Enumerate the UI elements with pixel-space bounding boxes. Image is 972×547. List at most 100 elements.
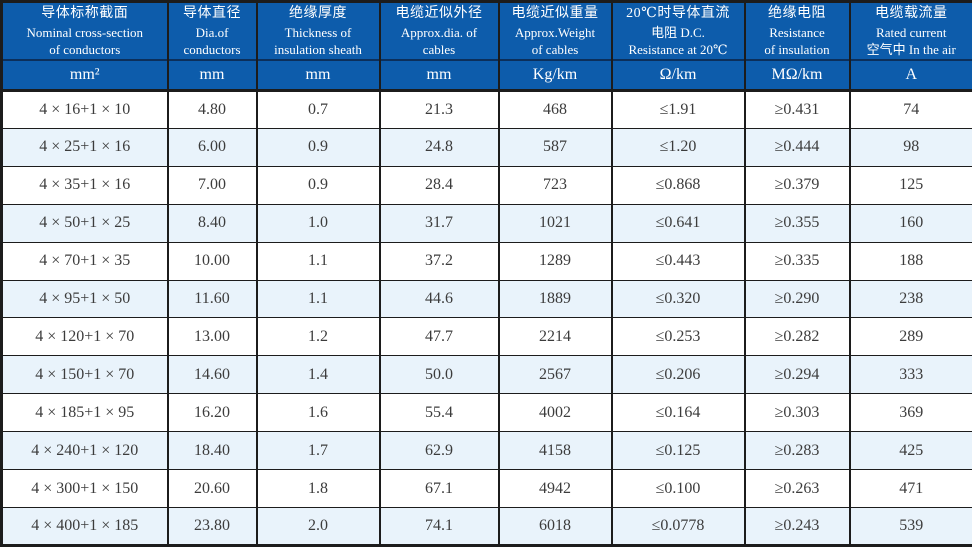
data-cell: ≥0.431: [743, 90, 851, 129]
data-cell: ≤1.20: [610, 127, 746, 167]
data-cell: 7.00: [166, 165, 258, 205]
data-cell: 587: [497, 127, 613, 167]
data-cell: 67.1: [378, 469, 500, 508]
data-cell: ≤0.641: [610, 203, 746, 243]
column-header-chinese: 绝缘厚度: [289, 6, 347, 22]
column-header-chinese: 电缆近似外径: [395, 6, 483, 22]
data-cell: 0.7: [255, 90, 381, 129]
data-cell: 1889: [497, 279, 613, 318]
table-row: 4 × 300+1 × 150 20.60 1.8 67.1 4942 ≤0.1…: [0, 469, 972, 508]
data-cell: 0.9: [255, 127, 381, 167]
data-cell: 0.9: [255, 165, 381, 205]
table-row: 4 × 25+1 × 16 6.00 0.9 24.8 587 ≤1.20 ≥0…: [0, 127, 972, 167]
data-cell: 4 × 240+1 × 120: [0, 431, 169, 470]
table-row: 4 × 95+1 × 50 11.60 1.1 44.6 1889 ≤0.320…: [0, 279, 972, 318]
column-header: 电缆载流量 Rated current 空气中 In the air: [848, 1, 972, 60]
data-cell: 21.3: [378, 90, 500, 129]
data-cell: 98: [848, 127, 972, 167]
table-row: 4 × 35+1 × 16 7.00 0.9 28.4 723 ≤0.868 ≥…: [0, 165, 972, 205]
column-header-english-line1: Resistance: [769, 24, 825, 40]
data-cell: ≥0.294: [743, 355, 851, 394]
data-cell: 8.40: [166, 203, 258, 243]
data-cell: 24.8: [378, 127, 500, 167]
table-row: 4 × 240+1 × 120 18.40 1.7 62.9 4158 ≤0.1…: [0, 431, 972, 470]
data-cell: 18.40: [166, 431, 258, 470]
unit-row: mm² mm mm mm Kg/km Ω/km MΩ/km A: [0, 58, 972, 92]
unit-cell: Kg/km: [497, 58, 613, 92]
data-cell: 13.00: [166, 317, 258, 356]
data-cell: 37.2: [378, 241, 500, 281]
data-cell: ≥0.379: [743, 165, 851, 205]
data-cell: 471: [848, 469, 972, 508]
data-cell: 47.7: [378, 317, 500, 356]
data-cell: 11.60: [166, 279, 258, 318]
data-cell: 74: [848, 90, 972, 129]
data-cell: 6018: [497, 506, 613, 546]
data-cell: 1.8: [255, 469, 381, 508]
table-row: 4 × 50+1 × 25 8.40 1.0 31.7 1021 ≤0.641 …: [0, 203, 972, 243]
column-header-english-line2: insulation sheath: [274, 41, 362, 57]
data-cell: ≥0.444: [743, 127, 851, 167]
data-cell: 4 × 95+1 × 50: [0, 279, 169, 318]
data-cell: 1.6: [255, 393, 381, 432]
unit-cell: MΩ/km: [743, 58, 851, 92]
data-cell: 20.60: [166, 469, 258, 508]
data-cell: ≥0.282: [743, 317, 851, 356]
data-cell: 188: [848, 241, 972, 281]
data-cell: 6.00: [166, 127, 258, 167]
data-cell: 4158: [497, 431, 613, 470]
data-cell: ≤0.253: [610, 317, 746, 356]
data-cell: 4 × 50+1 × 25: [0, 203, 169, 243]
data-cell: 468: [497, 90, 613, 129]
data-cell: 31.7: [378, 203, 500, 243]
column-header-english-line1: 电阻 D.C.: [651, 24, 705, 40]
data-cell: 369: [848, 393, 972, 432]
data-cell: 4 × 400+1 × 185: [0, 506, 169, 546]
data-cell: ≥0.243: [743, 506, 851, 546]
data-cell: 238: [848, 279, 972, 318]
data-cell: 10.00: [166, 241, 258, 281]
data-cell: 28.4: [378, 165, 500, 205]
column-header-english-line1: Approx.dia. of: [400, 24, 478, 40]
data-cell: 289: [848, 317, 972, 356]
column-header: 绝缘电阻 Resistance of insulation: [743, 1, 851, 60]
data-cell: ≤0.0778: [610, 506, 746, 546]
table-header: 导体标称截面 Nominal cross-section of conducto…: [0, 1, 972, 92]
data-cell: 2.0: [255, 506, 381, 546]
column-header-english-line1: Rated current: [876, 24, 947, 40]
data-cell: 50.0: [378, 355, 500, 394]
data-cell: 2214: [497, 317, 613, 356]
data-cell: ≥0.355: [743, 203, 851, 243]
data-cell: 1289: [497, 241, 613, 281]
table-row: 4 × 120+1 × 70 13.00 1.2 47.7 2214 ≤0.25…: [0, 317, 972, 356]
unit-cell: mm: [255, 58, 381, 92]
column-header-english-line1: Thickness of: [284, 24, 352, 40]
column-header-english-line2: Resistance at 20℃: [628, 41, 728, 57]
table-row: 4 × 400+1 × 185 23.80 2.0 74.1 6018 ≤0.0…: [0, 506, 972, 546]
data-cell: 539: [848, 506, 972, 546]
data-cell: 4.80: [166, 90, 258, 129]
column-header-english-line2: conductors: [183, 41, 241, 57]
column-header-english-line2: of insulation: [764, 41, 830, 57]
column-header-english-line1: Approx.Weight: [514, 24, 596, 40]
data-cell: ≤0.320: [610, 279, 746, 318]
data-cell: 425: [848, 431, 972, 470]
column-header: 绝缘厚度 Thickness of insulation sheath: [255, 1, 381, 60]
data-cell: 44.6: [378, 279, 500, 318]
data-cell: ≤0.868: [610, 165, 746, 205]
column-header-english-line1: Nominal cross-section: [26, 24, 144, 40]
table-row: 4 × 16+1 × 10 4.80 0.7 21.3 468 ≤1.91 ≥0…: [0, 90, 972, 129]
unit-cell: Ω/km: [610, 58, 746, 92]
unit-cell: mm: [166, 58, 258, 92]
data-cell: ≥0.290: [743, 279, 851, 318]
data-cell: ≤0.100: [610, 469, 746, 508]
data-cell: 1.4: [255, 355, 381, 394]
table-row: 4 × 150+1 × 70 14.60 1.4 50.0 2567 ≤0.20…: [0, 355, 972, 394]
data-cell: 4 × 70+1 × 35: [0, 241, 169, 281]
data-cell: 160: [848, 203, 972, 243]
column-header-chinese: 电缆近似重量: [511, 6, 599, 22]
table-row: 4 × 70+1 × 35 10.00 1.1 37.2 1289 ≤0.443…: [0, 241, 972, 281]
data-cell: ≤0.443: [610, 241, 746, 281]
data-cell: ≤0.125: [610, 431, 746, 470]
